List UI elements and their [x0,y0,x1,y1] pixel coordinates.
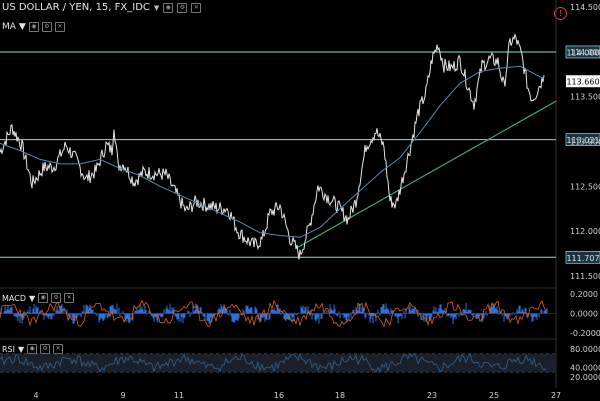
rsi-line [0,352,547,373]
x-tick-label: 23 [427,391,437,400]
eye-icon[interactable]: ◉ [38,293,49,303]
level-label-text: 113.021 [566,136,599,145]
macd-histogram [0,302,548,325]
y-tick-label: 112.500 [570,182,600,191]
y-tick-label: 114.000 [570,48,600,57]
level-label-box [565,250,600,264]
settings-icon[interactable]: ⚙ [41,22,52,32]
macd-tick-label: 0.2000 [570,290,598,299]
settings-icon[interactable]: ⚙ [51,293,62,303]
ma-legend: MA ▼ ◉ ⚙ ✕ [2,22,65,32]
close-icon[interactable]: ✕ [54,22,65,32]
level-price-label: 111.707 [565,250,600,264]
ma-label[interactable]: MA [2,22,16,32]
y-tick-label: 113.000 [570,138,600,147]
alert-icon[interactable]: ! [554,7,567,20]
rsi-tick-label: 40.0000 [570,364,600,373]
level-price-label: 113.021 [565,133,600,146]
settings-icon[interactable]: ⚙ [40,344,51,354]
x-tick-label: 4 [33,391,38,400]
level-label-box [565,133,600,146]
eye-icon[interactable]: ◉ [28,22,39,32]
chevron-down-icon[interactable]: ▼ [18,344,25,354]
close-icon[interactable]: ✕ [64,293,75,303]
close-icon[interactable]: ✕ [191,2,202,13]
symbol-title[interactable]: US DOLLAR / YEN, 15, FX_IDC [2,2,150,13]
chevron-down-icon[interactable]: ▼ [18,22,26,32]
current-price-text: 113.660 [566,78,599,87]
macd-legend: MACD ▼ ◉ ⚙ ✕ [2,293,75,303]
chevron-down-icon[interactable]: ▼ [153,3,160,12]
current-price-label: 113.660 [566,75,600,88]
macd-tick-label: -0.2000 [570,329,600,338]
chevron-down-icon[interactable]: ▼ [28,293,36,303]
level-label-box [565,45,600,59]
y-tick-label: 112.000 [570,227,600,236]
macd-label[interactable]: MACD [2,293,26,303]
eye-icon[interactable]: ◉ [163,2,174,13]
rsi-label[interactable]: RSI [2,344,15,354]
y-tick-label: 114.500 [570,3,600,12]
price-series [0,32,545,260]
x-tick-label: 9 [120,391,125,400]
macd-tick-label: 0.0000 [570,310,598,319]
level-label-text: 114.000 [566,48,599,57]
trendline [297,100,557,248]
level-label-text: 111.707 [566,254,599,263]
current-price-box [566,75,600,88]
level-price-label: 114.000 [565,45,600,59]
x-tick-label: 11 [174,391,184,400]
rsi-tick-label: 20.0000 [570,373,600,382]
y-tick-label: 113.500 [570,93,600,102]
ma-series [0,65,545,238]
macd-line [0,299,547,328]
close-icon[interactable]: ✕ [53,344,64,354]
chart-header: US DOLLAR / YEN, 15, FX_IDC ▼ ◉ ⚙ ✕ [2,2,202,13]
settings-icon[interactable]: ⚙ [177,2,188,13]
x-tick-label: 27 [551,391,561,400]
x-tick-label: 16 [274,391,284,400]
x-tick-label: 25 [489,391,499,400]
x-tick-label: 18 [335,391,345,400]
y-tick-label: 111.500 [570,272,600,281]
rsi-tick-label: 80.0000 [570,345,600,354]
